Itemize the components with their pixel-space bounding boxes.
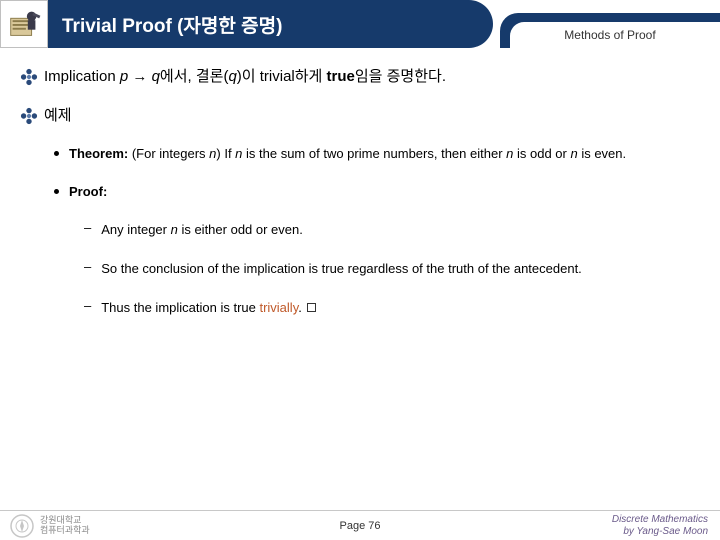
proof-item: Proof: — [54, 182, 700, 202]
university-logo-icon — [10, 514, 34, 538]
proof-step-3: – Thus the implication is true trivially… — [84, 298, 700, 319]
text: 에서, 결론( — [160, 68, 229, 85]
text: is the sum of two prime numbers, then ei… — [242, 146, 506, 161]
credit-line1: Discrete Mathematics — [612, 514, 708, 526]
flower-bullet-icon — [20, 68, 38, 86]
dot-bullet-icon — [54, 151, 59, 156]
implication-line: Implication p → q에서, 결론(q)이 trivial하게 tr… — [44, 66, 446, 87]
text: Any integer — [101, 222, 170, 237]
text: is either odd or even. — [178, 222, 303, 237]
proof-step-text: So the conclusion of the implication is … — [101, 259, 582, 280]
footer-credit: Discrete Mathematics by Yang-Sae Moon — [612, 514, 708, 538]
theorem-item: Theorem: (For integers n) If n is the su… — [54, 144, 700, 164]
text: is odd or — [513, 146, 570, 161]
slide-footer: 강원대학교 컴퓨터과학과 Page 76 Discrete Mathematic… — [0, 510, 720, 540]
proof-step-1: – Any integer n is either odd or even. — [84, 220, 700, 241]
theorem-text: Theorem: (For integers n) If n is the su… — [69, 144, 626, 164]
subtitle-container: Methods of Proof — [510, 22, 720, 48]
proof-step-2: – So the conclusion of the implication i… — [84, 259, 700, 280]
text: )이 trivial하게 — [237, 68, 327, 85]
text: Implication — [44, 68, 120, 85]
header-corner-icon — [0, 0, 48, 48]
dash-bullet-icon: – — [84, 259, 91, 274]
university-name: 강원대학교 컴퓨터과학과 — [40, 516, 90, 536]
proof-label: Proof: — [69, 182, 107, 202]
subtitle-text: Methods of Proof — [564, 28, 655, 42]
dot-bullet-icon — [54, 189, 59, 194]
text: . — [298, 300, 305, 315]
text: Thus the implication is true — [101, 300, 259, 315]
dash-bullet-icon: – — [84, 298, 91, 313]
proof-step-text: Any integer n is either odd or even. — [101, 220, 303, 241]
true-word: true — [327, 68, 355, 85]
arrow: → — [128, 68, 151, 85]
proof-step-text: Thus the implication is true trivially. — [101, 298, 316, 319]
text: 임을 증명한다. — [355, 68, 446, 85]
slide-header: Methods of Proof Trivial Proof (자명한 증명) — [0, 0, 720, 48]
title-container: Trivial Proof (자명한 증명) — [48, 0, 493, 48]
flower-bullet-icon — [20, 107, 38, 125]
var-p: p — [120, 68, 128, 85]
var-q: q — [152, 68, 160, 85]
bullet-item-1: Implication p → q에서, 결론(q)이 trivial하게 tr… — [20, 66, 700, 87]
bullet-item-2: 예제 — [20, 105, 700, 126]
var-q2: q — [228, 68, 236, 85]
trivially-word: trivially — [259, 300, 298, 315]
var-n: n — [570, 146, 577, 161]
text: ) If — [216, 146, 235, 161]
text: is even. — [578, 146, 626, 161]
dash-bullet-icon: – — [84, 220, 91, 235]
slide-title: Trivial Proof (자명한 증명) — [62, 11, 282, 38]
theorem-label: Theorem: — [69, 146, 128, 161]
text: (For integers — [128, 146, 209, 161]
title-bar: Methods of Proof Trivial Proof (자명한 증명) — [48, 0, 720, 48]
slide-content: Implication p → q에서, 결론(q)이 trivial하게 tr… — [0, 48, 720, 319]
var-n: n — [171, 222, 178, 237]
qed-box-icon — [307, 303, 316, 312]
uni-line2: 컴퓨터과학과 — [40, 526, 90, 536]
example-label: 예제 — [44, 105, 72, 126]
credit-line2: by Yang-Sae Moon — [612, 526, 708, 538]
page-number: Page 76 — [340, 520, 381, 532]
